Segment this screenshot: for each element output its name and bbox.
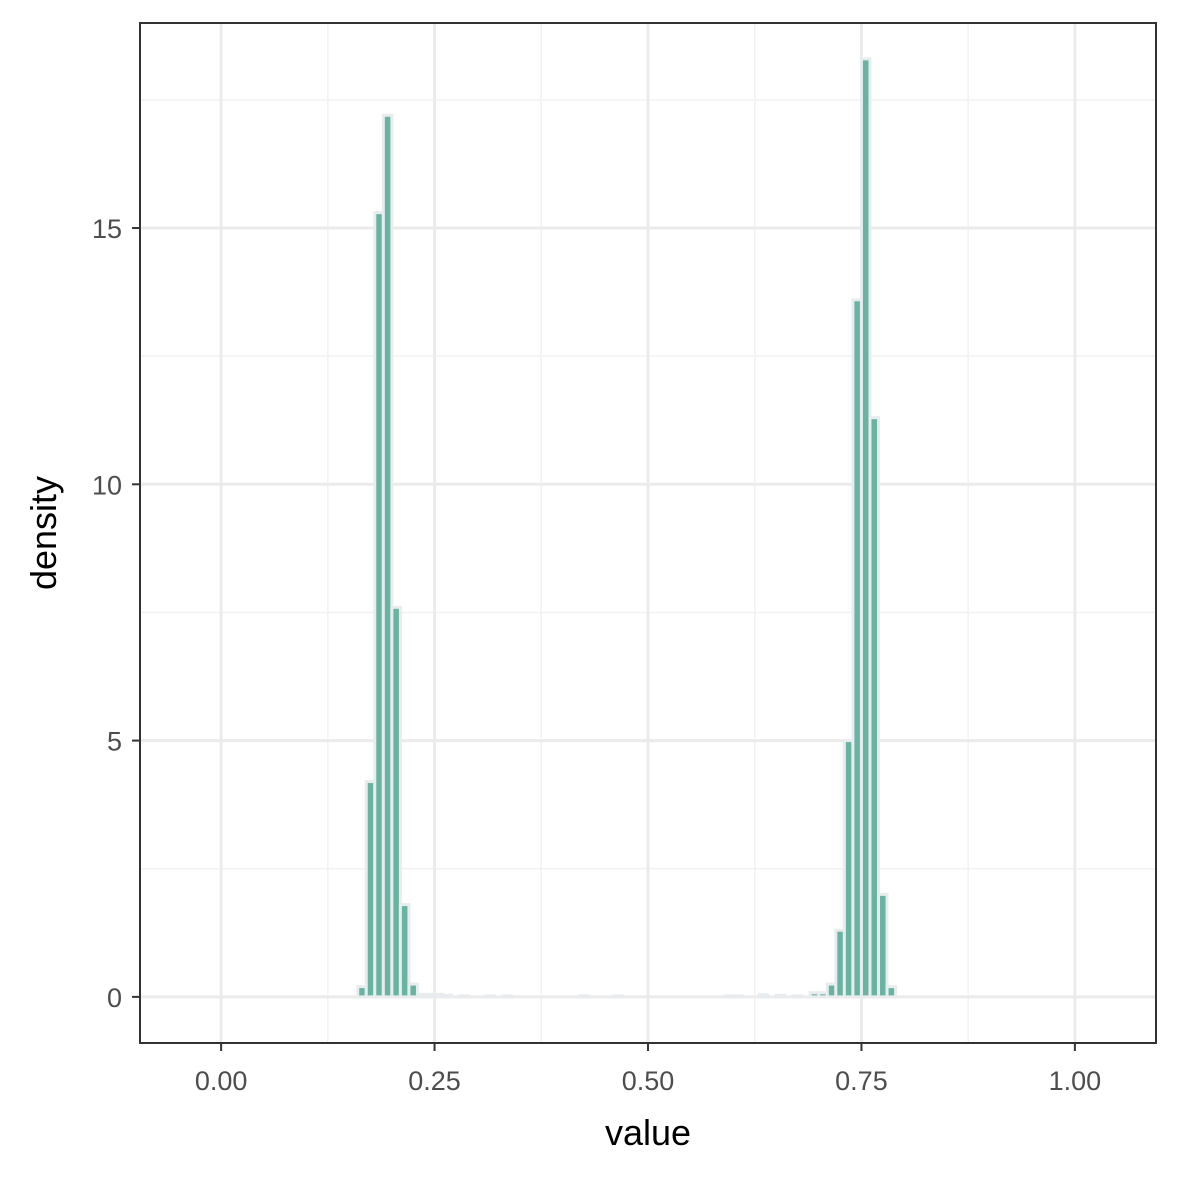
y-tick-label: 15 bbox=[92, 214, 122, 244]
histogram-bar bbox=[791, 994, 804, 999]
y-tick-label: 5 bbox=[107, 727, 122, 757]
histogram-bar bbox=[501, 994, 513, 999]
histogram-bar bbox=[407, 982, 419, 999]
histogram-bar bbox=[612, 994, 624, 999]
histogram-bar bbox=[458, 994, 471, 999]
histogram-bar bbox=[578, 994, 590, 999]
histogram-bar bbox=[885, 985, 898, 999]
histogram-bar bbox=[398, 903, 411, 999]
histogram-bar bbox=[731, 994, 744, 999]
histogram-bar bbox=[484, 994, 496, 999]
histogram-bar bbox=[390, 605, 402, 999]
histogram-bar bbox=[381, 113, 394, 999]
x-axis-title: value bbox=[605, 1112, 691, 1153]
x-tick-label: 0.25 bbox=[408, 1066, 461, 1096]
axes: 0.00 0.25 0.50 0.75 1.00 0 5 10 15 bbox=[92, 214, 1101, 1096]
y-tick-label: 10 bbox=[92, 470, 122, 500]
y-tick-label: 0 bbox=[107, 983, 122, 1013]
x-tick-label: 0.00 bbox=[195, 1066, 248, 1096]
x-tick-label: 1.00 bbox=[1049, 1066, 1102, 1096]
x-tick-label: 0.75 bbox=[835, 1066, 888, 1096]
y-axis-title: density bbox=[23, 476, 64, 590]
histogram-bar bbox=[774, 993, 787, 999]
histogram-bar bbox=[441, 993, 454, 999]
histogram-bar bbox=[868, 416, 881, 999]
histogram-bars bbox=[356, 57, 898, 999]
histogram-bar bbox=[757, 993, 770, 999]
histogram-bar bbox=[877, 892, 889, 999]
x-tick-label: 0.50 bbox=[622, 1066, 675, 1096]
